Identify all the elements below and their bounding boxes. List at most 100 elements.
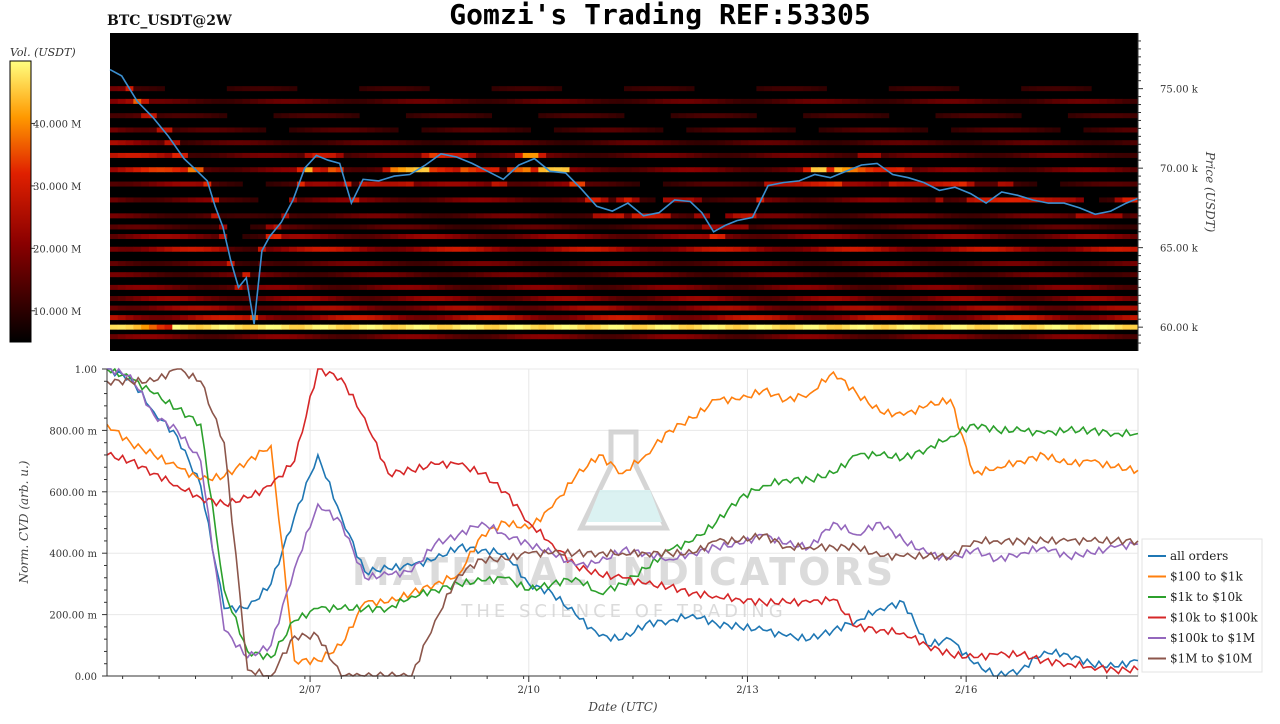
heatmap-cell — [631, 272, 640, 278]
heatmap-cell — [187, 98, 197, 104]
heatmap-cell — [367, 167, 376, 173]
heatmap-cell — [1106, 284, 1116, 290]
heatmap-cell — [180, 305, 189, 311]
heatmap-cell — [951, 127, 960, 133]
heatmap-cell — [694, 305, 703, 311]
heatmap-cell — [764, 140, 773, 146]
heatmap-cell — [141, 261, 150, 267]
heatmap-cell — [803, 140, 812, 146]
heatmap-cell — [476, 113, 485, 119]
heatmap-cell — [133, 181, 142, 187]
heatmap-cell — [203, 152, 212, 158]
heatmap-cell — [1044, 213, 1053, 219]
heatmap-cell — [1013, 246, 1022, 252]
heatmap-cell — [460, 167, 469, 173]
heatmap-cell — [686, 272, 695, 278]
heatmap-cell — [1052, 272, 1061, 278]
heatmap-cell — [1005, 197, 1014, 203]
heatmap-cell — [1099, 315, 1108, 321]
heatmap-cell — [219, 234, 228, 240]
heatmap-cell — [865, 98, 874, 104]
heatmap-cell — [226, 152, 236, 158]
heatmap-cell — [110, 127, 119, 133]
heatmap-cell — [250, 272, 259, 278]
heatmap-cell — [304, 224, 313, 230]
heatmap-cell — [842, 98, 851, 104]
heatmap-cell — [398, 234, 407, 240]
heatmap-cell — [733, 334, 742, 340]
heatmap-cell — [148, 284, 158, 290]
heatmap-cell — [608, 305, 617, 311]
heatmap-cell — [764, 213, 773, 219]
heatmap-cell — [662, 272, 672, 278]
heatmap-cell — [694, 315, 703, 321]
heatmap-cell — [826, 213, 835, 219]
heatmap-cell — [413, 113, 422, 119]
heatmap-cell — [592, 181, 602, 187]
heatmap-cell — [242, 213, 251, 219]
heatmap-cell — [585, 152, 594, 158]
heatmap-cell — [881, 140, 890, 146]
heatmap-cell — [888, 315, 897, 321]
heatmap-cell — [281, 140, 290, 146]
heatmap-cell — [764, 305, 773, 311]
heatmap-cell — [857, 272, 866, 278]
heatmap-cell — [678, 213, 687, 219]
heatmap-cell — [686, 296, 695, 302]
heatmap-cell — [172, 261, 181, 267]
heatmap-cell — [156, 296, 165, 302]
heatmap-cell — [367, 98, 376, 104]
heatmap-cell — [499, 140, 508, 146]
heatmap-cell — [546, 334, 555, 340]
heatmap-cell — [842, 113, 851, 119]
heatmap-cell — [927, 284, 936, 290]
heatmap-cell — [896, 261, 905, 267]
heatmap-cell — [997, 181, 1007, 187]
heatmap-cell — [211, 113, 220, 119]
heatmap-cell — [335, 296, 345, 302]
heatmap-cell — [569, 181, 578, 187]
heatmap-cell — [421, 284, 430, 290]
heatmap-cell — [172, 272, 181, 278]
heatmap-cell — [195, 246, 204, 252]
heatmap-cell — [740, 246, 750, 252]
heatmap-cell — [881, 152, 890, 158]
heatmap-cell — [1083, 167, 1092, 173]
heatmap-cell — [187, 284, 197, 290]
heatmap-cell — [647, 246, 656, 252]
heatmap-cell — [1028, 284, 1038, 290]
heatmap-cell — [857, 234, 866, 240]
heatmap-cell — [546, 305, 555, 311]
heatmap-cell — [912, 224, 921, 230]
heatmap-cell — [577, 181, 586, 187]
heatmap-cell — [982, 296, 991, 302]
heatmap-cell — [974, 246, 983, 252]
heatmap-cell — [725, 167, 734, 173]
heatmap-cell — [1091, 315, 1100, 321]
heatmap-cell — [912, 246, 921, 252]
heatmap-cell — [1005, 127, 1014, 133]
heatmap-cell — [110, 181, 119, 187]
heatmap-cell — [257, 152, 267, 158]
heatmap-cell — [281, 167, 290, 173]
heatmap-cell — [1036, 224, 1045, 230]
heatmap-cell — [351, 152, 360, 158]
heatmap-cell — [678, 246, 687, 252]
heatmap-cell — [452, 324, 461, 330]
heatmap-cell — [592, 334, 602, 340]
heatmap-cell — [398, 167, 407, 173]
heatmap-cell — [803, 305, 812, 311]
heatmap-cell — [405, 98, 415, 104]
heatmap-cell — [1013, 334, 1022, 340]
heatmap-cell — [398, 246, 407, 252]
cvd-y-tick-label: 0.00 — [75, 672, 97, 683]
heatmap-cell — [413, 140, 422, 146]
heatmap-cell — [296, 261, 306, 267]
heatmap-cell — [624, 246, 633, 252]
heatmap-cell — [818, 140, 827, 146]
heatmap-cell — [795, 167, 804, 173]
heatmap-cell — [733, 167, 742, 173]
heatmap-cell — [156, 261, 165, 267]
heatmap-cell — [919, 152, 929, 158]
heatmap-cell — [717, 334, 726, 340]
